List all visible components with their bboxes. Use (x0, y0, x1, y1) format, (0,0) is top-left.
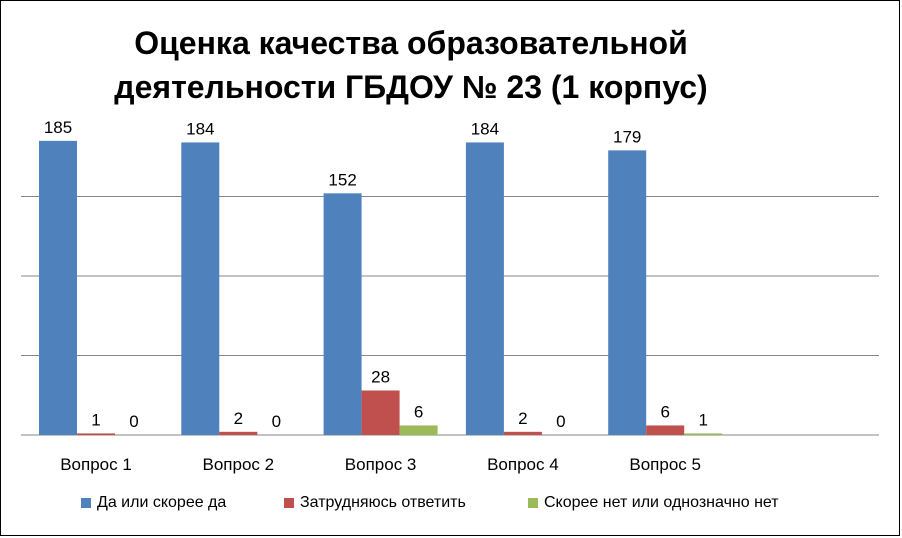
data-label: 152 (328, 170, 356, 189)
data-label: 1 (91, 410, 100, 429)
data-label: 1 (698, 410, 707, 429)
x-tick-label: Вопрос 1 (60, 455, 132, 474)
bar-1-cat-4 (465, 142, 504, 435)
data-label: 179 (613, 127, 641, 146)
data-label: 0 (556, 412, 565, 431)
chart-title-line-2: деятельности ГБДОУ № 23 (1 корпус) (114, 69, 708, 105)
bar-2-cat-5 (646, 425, 685, 435)
legend-item-series-3: Скорее нет или однозначно нет (528, 494, 779, 512)
x-tick-label: Вопрос 4 (487, 455, 559, 474)
x-tick-label: Вопрос 2 (203, 455, 275, 474)
bar-1-cat-1 (39, 140, 77, 435)
bar-2-cat-2 (219, 431, 258, 435)
legend-swatch-series-2 (284, 498, 294, 508)
bar-1-cat-3 (323, 193, 362, 435)
bar-2-cat-3 (361, 390, 400, 435)
bar-3-cat-5 (684, 433, 723, 435)
data-label: 184 (471, 119, 499, 138)
data-label: 0 (129, 412, 138, 431)
chart-title-line-1: Оценка качества образовательной (134, 25, 688, 61)
bar-1-cat-2 (181, 142, 220, 435)
data-label: 185 (44, 118, 72, 137)
bar-3-cat-3 (399, 425, 438, 435)
x-tick-label: Вопрос 5 (629, 455, 701, 474)
x-tick-label: Вопрос 3 (345, 455, 417, 474)
legend-swatch-series-3 (528, 498, 538, 508)
legend-label-series-1: Да или скорее да (97, 494, 227, 511)
legend-item-series-1: Да или скорее да (81, 494, 226, 512)
legend-label-series-3: Скорее нет или однозначно нет (544, 494, 779, 511)
data-label: 2 (234, 409, 243, 428)
bar-2-cat-4 (503, 431, 542, 435)
chart-title: Оценка качества образовательной деятельн… (61, 21, 761, 109)
data-label: 28 (371, 367, 390, 386)
data-label: 6 (660, 402, 669, 421)
data-label: 2 (518, 409, 527, 428)
data-label: 184 (186, 119, 214, 138)
data-label: 0 (272, 412, 281, 431)
legend-label-series-2: Затрудняюсь ответить (300, 494, 466, 511)
legend: Да или скорее да Затрудняюсь ответить Ск… (81, 494, 861, 518)
legend-item-series-2: Затрудняюсь ответить (284, 494, 466, 512)
bar-2-cat-1 (77, 433, 115, 435)
legend-swatch-series-1 (81, 498, 91, 508)
data-label: 6 (414, 402, 423, 421)
bar-1-cat-5 (608, 150, 647, 435)
